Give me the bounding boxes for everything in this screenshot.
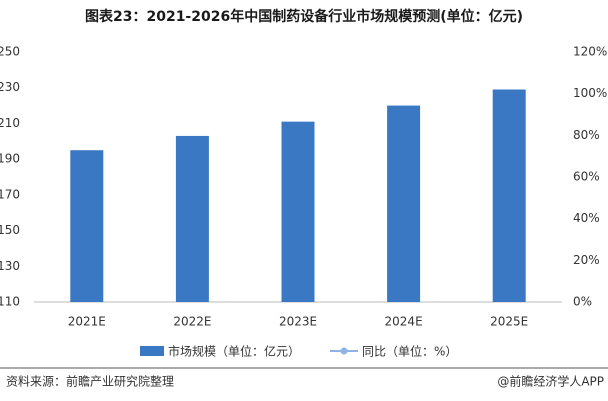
legend-label: 市场规模（单位：亿元） — [168, 344, 300, 359]
bar — [281, 121, 315, 303]
x-tick-label: 2023E — [279, 315, 317, 329]
y2-tick-label: 40% — [573, 211, 600, 225]
y-tick-label: 130 — [0, 259, 20, 273]
bar — [175, 135, 209, 302]
y-tick-label: 150 — [0, 223, 20, 237]
y2-tick-label: 80% — [573, 128, 600, 142]
y-tick-label: 250 — [0, 45, 20, 59]
bar — [492, 89, 526, 302]
y-tick-label: 210 — [0, 116, 20, 130]
y2-tick-label: 100% — [573, 86, 607, 100]
credit: @前瞻经济学人APP — [497, 374, 604, 389]
y-tick-label: 190 — [0, 152, 20, 166]
legend-swatch — [140, 346, 164, 356]
y2-tick-label: 120% — [573, 45, 607, 59]
x-tick-label: 2021E — [68, 315, 106, 329]
bar — [387, 105, 421, 302]
legend-label: 同比（单位：%） — [362, 344, 457, 359]
x-tick-label: 2024E — [385, 315, 423, 329]
y-tick-label: 170 — [0, 187, 20, 201]
chart-title: 图表23：2021-2026年中国制药设备行业市场规模预测(单位：亿元) — [85, 8, 523, 25]
y-tick-label: 110 — [0, 295, 20, 309]
x-tick-label: 2025E — [490, 315, 528, 329]
bar — [70, 150, 104, 302]
y2-tick-label: 20% — [573, 253, 600, 267]
x-tick-label: 2022E — [173, 315, 211, 329]
y-tick-label: 230 — [0, 80, 20, 94]
source: 资料来源：前瞻产业研究院整理 — [6, 374, 174, 389]
y2-tick-label: 0% — [573, 295, 592, 309]
y2-tick-label: 60% — [573, 170, 600, 184]
legend-marker — [340, 347, 348, 355]
